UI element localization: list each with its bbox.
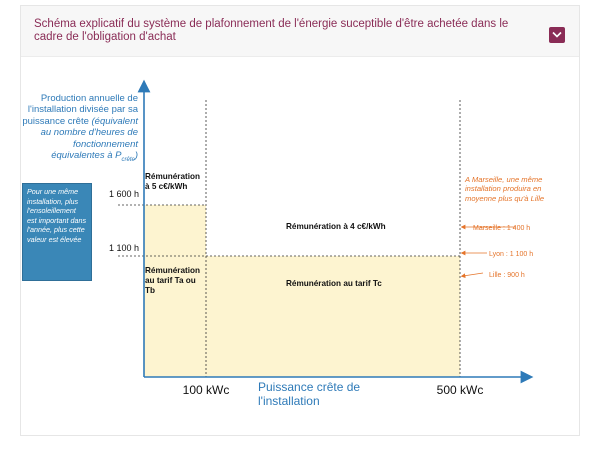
city-lille: Lille : 900 h: [489, 272, 525, 279]
y-tick-1100: 1 100 h: [109, 243, 139, 253]
region-bottom-right-label: Rémunération au tarif Tc: [286, 279, 382, 288]
y-axis-label-subscript: crête: [121, 156, 135, 163]
chevron-down-icon: [552, 31, 562, 38]
card-title: Schéma explicatif du système de plafonne…: [34, 18, 509, 43]
collapse-toggle-button[interactable]: [549, 27, 565, 43]
arrow-lille: [460, 272, 484, 279]
y-axis-label-close: ): [134, 150, 138, 162]
x-tick-100kwc: 100 kWc: [183, 383, 230, 397]
y-axis-label-note-text: (équivalent au nombre d'heures de foncti…: [40, 115, 138, 162]
region-top-left-fill: [144, 205, 206, 377]
side-note-box: Pour une même installation, plus l'ensol…: [22, 183, 92, 281]
y-axis-label-main: Production annuelle de l'installation di…: [22, 93, 138, 127]
city-marseille: Marseille : 1 400 h: [473, 225, 530, 232]
region-bottom-right-fill: [206, 256, 460, 377]
y-axis-label-note: (équivalent au nombre d'heures de foncti…: [40, 115, 138, 163]
region-top-left-label: Rémunération à 5 c€/kWh: [145, 172, 201, 191]
card-header: Schéma explicatif du système de plafonne…: [21, 6, 579, 57]
x-axis-label: Puissance crête de l'installation: [258, 380, 361, 408]
region-bottom-left-label: Rémunération au tarif Ta ou Tb: [145, 266, 201, 295]
y-tick-1600: 1 600 h: [109, 189, 139, 199]
x-tick-500kwc: 500 kWc: [437, 383, 484, 397]
orange-note: A Marseille, une même installation produ…: [465, 175, 545, 203]
region-top-right-label: Rémunération à 4 c€/kWh: [286, 222, 386, 231]
city-lyon: Lyon : 1 100 h: [489, 251, 533, 258]
y-axis-label: Production annuelle de l'installation di…: [20, 93, 138, 166]
